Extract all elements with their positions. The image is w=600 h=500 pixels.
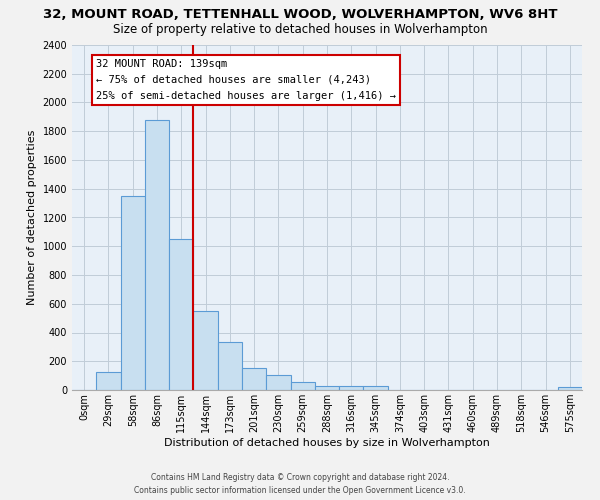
Bar <box>242 368 266 390</box>
Bar <box>266 375 290 390</box>
Bar <box>558 387 582 390</box>
Text: 32, MOUNT ROAD, TETTENHALL WOOD, WOLVERHAMPTON, WV6 8HT: 32, MOUNT ROAD, TETTENHALL WOOD, WOLVERH… <box>43 8 557 20</box>
Bar <box>218 342 242 390</box>
Bar <box>339 386 364 390</box>
Bar <box>193 311 218 390</box>
Bar <box>290 382 315 390</box>
Text: Contains HM Land Registry data © Crown copyright and database right 2024.
Contai: Contains HM Land Registry data © Crown c… <box>134 473 466 495</box>
Bar <box>169 239 193 390</box>
Bar <box>315 386 339 390</box>
Bar <box>121 196 145 390</box>
X-axis label: Distribution of detached houses by size in Wolverhampton: Distribution of detached houses by size … <box>164 438 490 448</box>
Bar <box>96 372 121 390</box>
Bar <box>364 386 388 390</box>
Y-axis label: Number of detached properties: Number of detached properties <box>27 130 37 305</box>
Bar <box>145 120 169 390</box>
Text: 32 MOUNT ROAD: 139sqm
← 75% of detached houses are smaller (4,243)
25% of semi-d: 32 MOUNT ROAD: 139sqm ← 75% of detached … <box>96 60 396 100</box>
Text: Size of property relative to detached houses in Wolverhampton: Size of property relative to detached ho… <box>113 22 487 36</box>
